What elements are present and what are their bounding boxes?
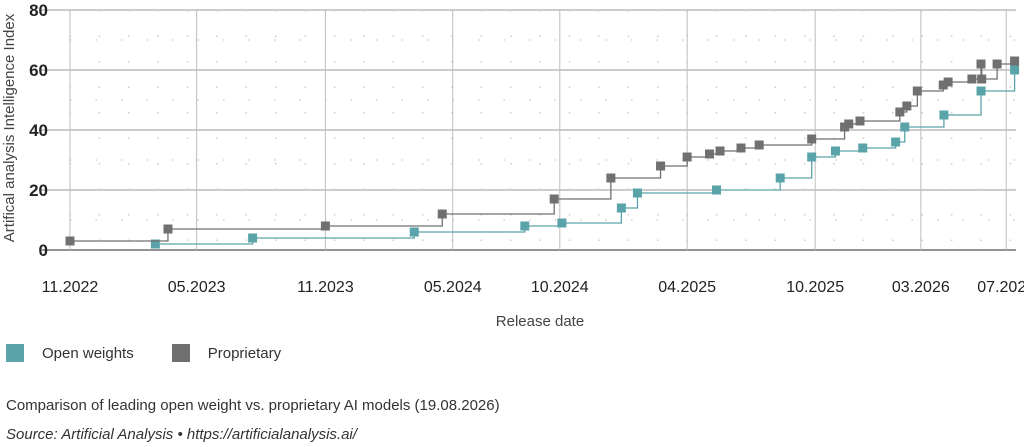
data-point-open-weights <box>632 188 642 198</box>
legend: Open weights Proprietary <box>6 344 319 362</box>
data-point-open-weights <box>900 122 910 132</box>
y-tick-label-80: 80 <box>29 1 48 20</box>
y-tick-label-0: 0 <box>39 241 48 260</box>
data-point-open-weights <box>807 152 817 162</box>
data-point-proprietary <box>992 59 1002 69</box>
data-point-open-weights <box>775 173 785 183</box>
data-point-proprietary <box>967 74 977 84</box>
series-line-open-weights <box>155 70 1016 245</box>
x-tick-label-11.2023: 11.2023 <box>297 279 354 296</box>
data-point-open-weights <box>248 233 258 243</box>
data-point-open-weights <box>1010 65 1020 75</box>
data-point-proprietary <box>938 80 948 90</box>
x-tick-label-05.2024: 05.2024 <box>424 279 482 296</box>
y-tick-label-40: 40 <box>29 121 48 140</box>
data-point-proprietary <box>163 224 173 234</box>
data-point-proprietary <box>1010 56 1020 66</box>
data-point-open-weights <box>976 86 986 96</box>
x-tick-label-04.2025: 04.2025 <box>658 279 716 296</box>
x-tick-label-07.2026: 07.2026 <box>977 279 1024 296</box>
legend-swatch-proprietary <box>171 344 190 362</box>
chart-caption: Comparison of leading open weight vs. pr… <box>6 397 500 414</box>
x-tick-label-05.2023: 05.2023 <box>168 279 226 296</box>
data-point-proprietary <box>807 134 817 144</box>
legend-item-open-weights[interactable]: Open weights <box>6 344 134 362</box>
data-point-proprietary <box>320 221 330 231</box>
x-tick-label-11.2022: 11.2022 <box>42 279 99 296</box>
data-point-open-weights <box>616 203 626 213</box>
data-point-proprietary <box>65 236 75 246</box>
data-point-proprietary <box>549 194 559 204</box>
legend-label-open-weights: Open weights <box>42 344 134 362</box>
x-tick-label-10.2025: 10.2025 <box>786 279 844 296</box>
series-line-proprietary <box>70 61 1016 242</box>
data-point-proprietary <box>437 209 447 219</box>
y-tick-label-60: 60 <box>29 61 48 80</box>
legend-swatch-open-weights <box>6 344 24 362</box>
x-tick-label-10.2024: 10.2024 <box>531 279 589 296</box>
x-axis-title: Release date <box>496 313 584 330</box>
data-point-proprietary <box>715 146 725 156</box>
y-axis-title: Artifical analysis Intelligence Index <box>1 13 18 242</box>
data-point-proprietary <box>895 107 905 117</box>
y-tick-label-20: 20 <box>29 181 48 200</box>
data-point-open-weights <box>150 239 160 249</box>
data-point-proprietary <box>606 173 616 183</box>
data-point-open-weights <box>409 227 419 237</box>
data-point-open-weights <box>830 146 840 156</box>
data-point-proprietary <box>977 74 987 84</box>
data-point-open-weights <box>891 137 901 147</box>
grid <box>42 9 1016 251</box>
legend-label-proprietary: Proprietary <box>207 344 282 362</box>
data-point-proprietary <box>656 161 666 171</box>
series-layer <box>65 56 1020 249</box>
data-point-open-weights <box>520 221 530 231</box>
data-point-proprietary <box>736 143 746 153</box>
data-point-proprietary <box>682 152 692 162</box>
data-point-proprietary <box>912 86 922 96</box>
x-tick-label-03.2026: 03.2026 <box>892 279 950 296</box>
data-point-proprietary <box>754 140 764 150</box>
data-point-proprietary <box>855 116 865 126</box>
axis-ticks: 0 20 40 60 80 11.2022 05.2023 11.2023 05.2024 10.… <box>29 1 1024 296</box>
chart: 0 20 40 60 80 11.2022 05.2023 11.2023 05.2024 10.… <box>1 1 1024 330</box>
data-point-proprietary <box>976 59 986 69</box>
data-point-open-weights <box>557 218 567 228</box>
data-point-open-weights <box>858 143 868 153</box>
data-point-proprietary <box>943 77 953 87</box>
legend-item-proprietary[interactable]: Proprietary <box>171 344 282 362</box>
data-point-open-weights <box>712 185 722 195</box>
source-credit: Source: Artificial Analysis • https://ar… <box>6 426 357 443</box>
data-point-proprietary <box>844 119 854 129</box>
data-point-open-weights <box>939 110 949 120</box>
data-point-proprietary <box>902 101 912 111</box>
data-point-proprietary <box>705 149 715 159</box>
